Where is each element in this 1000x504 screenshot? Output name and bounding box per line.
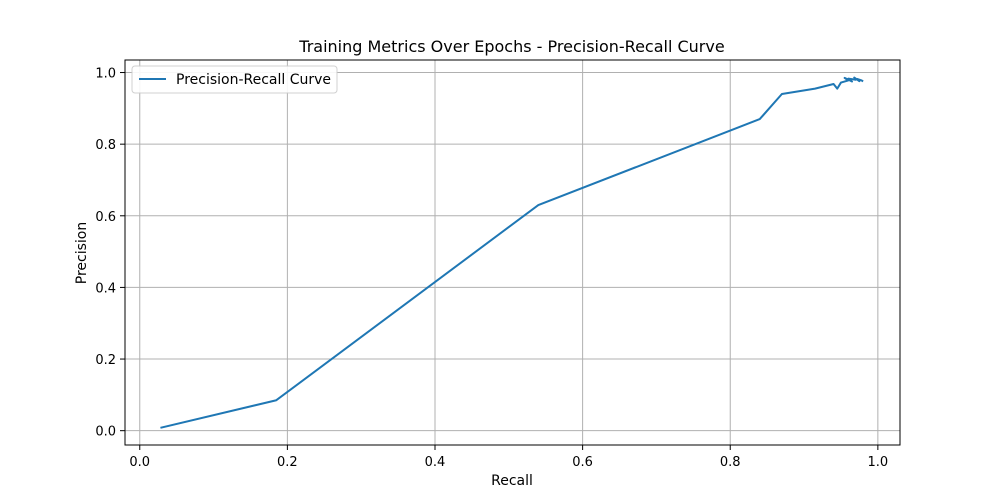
chart-title: Training Metrics Over Epochs - Precision… (298, 37, 724, 56)
x-axis-label: Recall (491, 473, 533, 489)
x-tick-label: 1.0 (868, 455, 889, 470)
y-tick-label: 0.4 (95, 281, 116, 296)
x-tick-label: 0.8 (720, 455, 741, 470)
y-tick-label: 0.8 (95, 138, 116, 153)
series-layer (160, 76, 864, 429)
grid-lines (125, 60, 900, 445)
x-tick-label: 0.4 (425, 455, 446, 470)
x-tick-label: 0.0 (129, 455, 150, 470)
plot-frame (124, 59, 901, 446)
x-tick-label: 0.6 (572, 455, 593, 470)
axis-ticks: 0.0 0.2 0.4 0.6 0.8 1.0 0.0 0.2 0.4 0.6 0.8 1.0 (95, 67, 888, 470)
legend: Precision-Recall Curve (131, 65, 338, 94)
y-tick-label: 0.0 (95, 425, 116, 440)
x-tick-label: 0.2 (277, 455, 298, 470)
series-line-precision-recall (160, 76, 864, 429)
y-axis-label: Precision (74, 222, 90, 284)
legend-box (131, 65, 338, 94)
legend-label: Precision-Recall Curve (176, 72, 331, 88)
y-tick-label: 0.2 (95, 353, 116, 368)
y-tick-label: 1.0 (95, 67, 116, 82)
y-tick-label: 0.6 (95, 210, 116, 225)
